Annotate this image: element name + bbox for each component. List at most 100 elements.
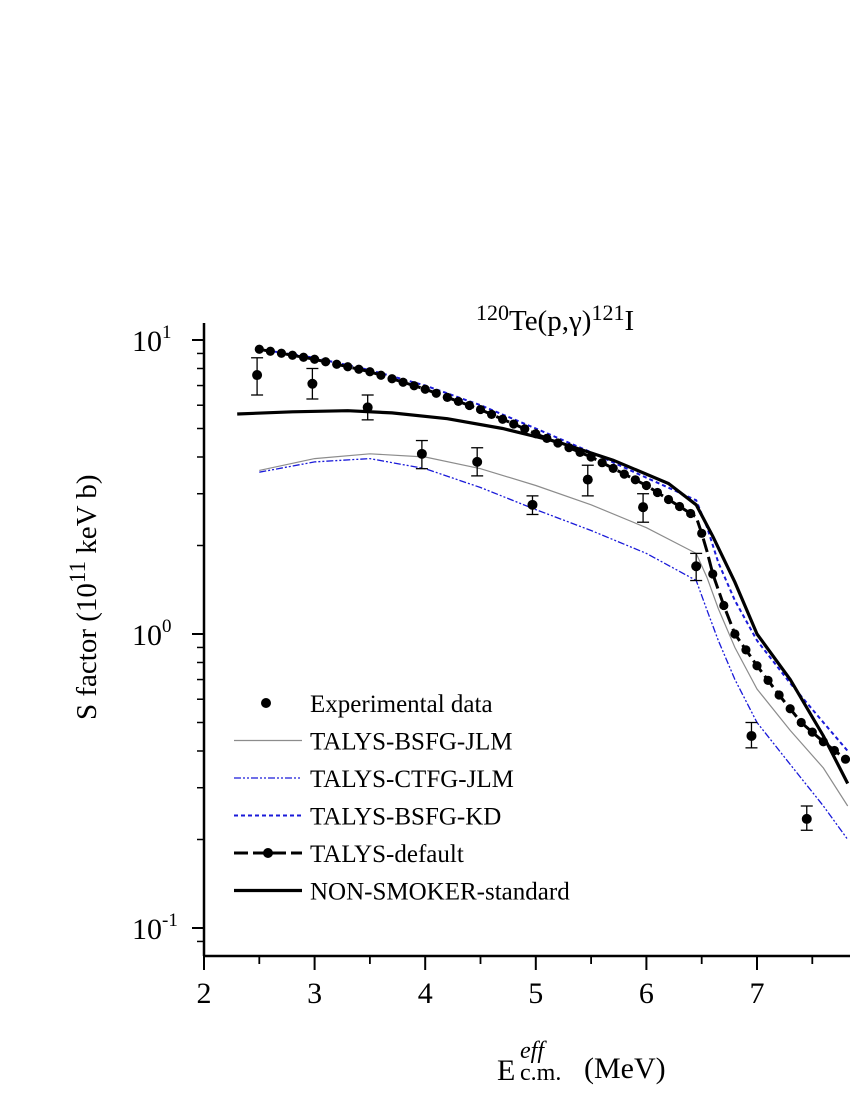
series-default-marker (442, 392, 452, 402)
experimental-point (800, 805, 813, 831)
legend-item-nonsmoker: NON-SMOKER-standard (234, 879, 570, 906)
series-default-marker (763, 675, 773, 685)
series-default-marker (752, 661, 762, 671)
series-default-marker (796, 717, 806, 728)
series-default-marker (697, 528, 707, 538)
legend-swatch-marker (263, 848, 273, 858)
experimental-marker (416, 448, 427, 459)
experimental-point (526, 495, 539, 516)
legend-label: Experimental data (310, 691, 493, 718)
x-tick-label: 2 (197, 977, 212, 1010)
series-default-marker (652, 487, 663, 498)
series-default-marker (686, 508, 696, 519)
series-default-marker (365, 367, 375, 377)
y-axis-label: S factor (1011 keV b) (65, 474, 103, 720)
x-tick-label: 5 (528, 977, 543, 1010)
series-default-marker (343, 362, 353, 372)
experimental-point (581, 464, 594, 497)
experimental-point (471, 447, 484, 477)
series-default-marker (498, 414, 508, 424)
experimental-data-layer (251, 357, 813, 831)
x-tick-label: 4 (418, 977, 433, 1010)
experimental-marker (252, 370, 263, 381)
title-reaction: Te(p,γ) (509, 305, 591, 337)
experimental-marker (801, 813, 812, 824)
experimental-marker (362, 402, 373, 413)
x-axis-label-units: (MeV) (584, 1052, 666, 1085)
series-default-marker (464, 400, 475, 411)
series-default-marker (354, 364, 364, 374)
x-axis-label-subscript: c.m. (520, 1060, 561, 1086)
series-default-marker (719, 600, 729, 611)
series-bsfg_kd (259, 348, 849, 752)
experimental-point (415, 439, 428, 470)
y-axis-label-exponent: 11 (65, 561, 90, 583)
experimental-point (306, 367, 319, 400)
legend-item-bsfg_kd: TALYS-BSFG-KD (234, 804, 501, 831)
legend-label: NON-SMOKER-standard (310, 879, 570, 906)
legend-label: TALYS-default (310, 841, 464, 868)
experimental-marker (307, 378, 318, 389)
series-layer (237, 344, 850, 840)
series-default-marker (520, 424, 530, 434)
series-default-marker (619, 469, 629, 479)
series-default-marker (597, 458, 607, 468)
chart-title: 120Te(p,γ)121I (476, 300, 634, 337)
x-tick-label: 7 (750, 977, 765, 1010)
x-tick-label: 3 (307, 977, 322, 1010)
series-default-marker (486, 409, 497, 419)
title-mass-number-2: 121 (591, 300, 624, 325)
series-default-marker (730, 629, 740, 639)
series-default-marker (387, 374, 397, 384)
experimental-point (251, 357, 264, 396)
series-default-marker (741, 645, 751, 655)
series-default-marker (332, 359, 342, 369)
series-default-marker (431, 388, 441, 398)
experimental-marker (582, 474, 593, 485)
legend: Experimental data TALYS-BSFG-JLM TALYS-CTF… (234, 691, 570, 906)
series-default-marker (840, 754, 850, 764)
experimental-marker (638, 502, 649, 513)
legend-item-experimental: Experimental data (261, 691, 493, 718)
series-default-marker (376, 370, 386, 380)
x-axis-label: E eff c.m. (MeV) (497, 1038, 666, 1087)
y-axis-label-prefix: S factor (10 (71, 583, 103, 720)
x-axis-label-superscript: eff (520, 1038, 547, 1064)
x-axis-label-symbol: E (497, 1054, 515, 1087)
series-default-marker (608, 463, 618, 473)
series-default-marker (641, 480, 652, 491)
series-default-marker (453, 396, 463, 407)
legend-label: TALYS-BSFG-JLM (310, 729, 512, 756)
experimental-point (637, 493, 650, 523)
experimental-point (690, 552, 703, 582)
legend-label: TALYS-CTFG-JLM (310, 766, 514, 793)
legend-swatch (261, 698, 271, 708)
series-default-marker (398, 377, 408, 387)
series-default-marker (475, 404, 486, 415)
y-axis-label-units: keV b) (71, 474, 103, 560)
series-default-marker (409, 381, 419, 391)
series-default-marker (310, 354, 320, 364)
series-default-marker (630, 475, 640, 485)
series-default-marker (674, 501, 685, 512)
series-default-marker (509, 419, 519, 429)
series-default-marker (276, 348, 287, 358)
series-default-marker (708, 569, 718, 579)
series-default-marker (420, 384, 430, 394)
y-tick-label: 101 (132, 322, 172, 358)
legend-label: TALYS-BSFG-KD (310, 804, 501, 831)
experimental-marker (472, 456, 483, 467)
series-default-marker (298, 352, 309, 362)
x-tick-label: 6 (639, 977, 654, 1010)
title-element: I (624, 305, 634, 337)
series-default-marker (785, 704, 795, 714)
legend-item-ctfg_jlm: TALYS-CTFG-JLM (234, 766, 514, 793)
axis-ticks: 2 3 4 5 6 7 101 100 10-1 (132, 322, 814, 1010)
series-default-marker (807, 727, 817, 737)
legend-item-default: TALYS-default (234, 841, 464, 868)
series-ctfg_jlm (259, 457, 849, 840)
series-default-marker (287, 350, 298, 360)
series-default-marker (663, 494, 674, 505)
